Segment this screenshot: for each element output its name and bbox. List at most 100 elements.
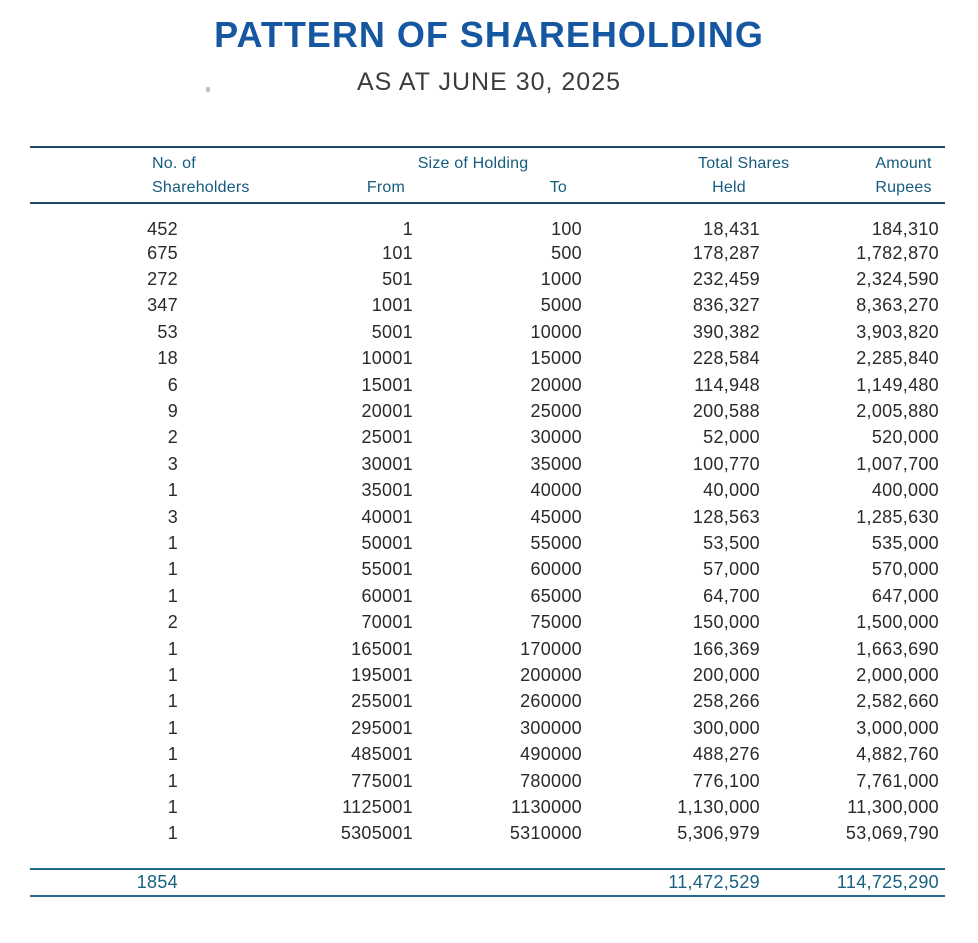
header-rupees: Rupees	[875, 179, 932, 196]
cell-no_of_shareholders: 18	[157, 348, 178, 369]
cell-from: 30001	[361, 453, 413, 474]
table-row: 1 295001 300000 300,000 3,000,000	[30, 715, 945, 741]
cell-total_shares: 258,266	[692, 691, 760, 712]
totals-section: 1854 11,472,529 114,725,290	[30, 868, 945, 896]
cell-total_shares: 836,327	[692, 295, 760, 316]
cell-amount: 520,000	[871, 427, 939, 448]
cell-amount: 53,069,790	[845, 823, 939, 844]
cell-from: 40001	[361, 506, 413, 527]
cell-no_of_shareholders: 53	[157, 321, 178, 342]
table-header: No. of Size of Holding Total Shares Amou…	[30, 147, 945, 203]
table-row: 3 40001 45000 128,563 1,285,630	[30, 504, 945, 530]
cell-no_of_shareholders: 1	[167, 638, 178, 659]
table-row: 18 10001 15000 228,584 2,285,840	[30, 346, 945, 372]
total-to-empty	[413, 869, 582, 896]
totals-row: 1854 11,472,529 114,725,290	[30, 869, 945, 896]
cell-amount: 570,000	[871, 559, 939, 580]
cell-amount: 2,324,590	[856, 269, 939, 290]
cell-amount: 1,663,690	[856, 638, 939, 659]
cell-total_shares: 200,000	[692, 664, 760, 685]
table-row: 1 60001 65000 64,700 647,000	[30, 583, 945, 609]
cell-total_shares: 52,000	[703, 427, 760, 448]
cell-from: 1001	[371, 295, 413, 316]
table-row: 1 35001 40000 40,000 400,000	[30, 478, 945, 504]
cell-amount: 1,500,000	[856, 612, 939, 633]
cell-to: 300000	[520, 717, 582, 738]
cell-to: 170000	[520, 638, 582, 659]
cell-amount: 2,285,840	[856, 348, 939, 369]
cell-from: 60001	[361, 585, 413, 606]
header-no-of: No. of	[152, 155, 196, 172]
cell-from: 101	[382, 242, 413, 263]
header-row-1: No. of Size of Holding Total Shares Amou…	[30, 147, 945, 174]
cell-to: 15000	[530, 348, 582, 369]
cell-total_shares: 200,588	[692, 401, 760, 422]
header-row-2: Shareholders From To Held Rupees	[30, 174, 945, 203]
table-row: 1 50001 55000 53,500 535,000	[30, 530, 945, 556]
cell-amount: 8,363,270	[856, 295, 939, 316]
cell-to: 65000	[530, 585, 582, 606]
cell-amount: 400,000	[871, 480, 939, 501]
cell-to: 25000	[530, 401, 582, 422]
table-row: 1 255001 260000 258,266 2,582,660	[30, 689, 945, 715]
cell-no_of_shareholders: 2	[167, 427, 178, 448]
cell-total_shares: 390,382	[692, 321, 760, 342]
cell-no_of_shareholders: 1	[167, 585, 178, 606]
cell-amount: 535,000	[871, 532, 939, 553]
cell-to: 780000	[520, 770, 582, 791]
table-row: 2 25001 30000 52,000 520,000	[30, 425, 945, 451]
cell-to: 35000	[530, 453, 582, 474]
header-amount: Amount	[875, 155, 932, 172]
cell-to: 45000	[530, 506, 582, 527]
cell-to: 55000	[530, 532, 582, 553]
cell-from: 165001	[351, 638, 413, 659]
cell-to: 60000	[530, 559, 582, 580]
cell-total_shares: 150,000	[692, 612, 760, 633]
cell-from: 35001	[361, 480, 413, 501]
cell-from: 295001	[351, 717, 413, 738]
cell-to: 40000	[530, 480, 582, 501]
cell-amount: 2,582,660	[856, 691, 939, 712]
table-row: 452 1 100 18,431 184,310	[30, 203, 945, 240]
table-row: 1 195001 200000 200,000 2,000,000	[30, 662, 945, 688]
cell-from: 15001	[361, 374, 413, 395]
header-shareholders: Shareholders	[152, 179, 250, 196]
cell-amount: 2,000,000	[856, 664, 939, 685]
table-body: 452 1 100 18,431 184,310 675 101 500 178,287 1,78…	[30, 203, 945, 847]
cell-total_shares: 228,584	[692, 348, 760, 369]
cell-from: 775001	[351, 770, 413, 791]
cell-amount: 184,310	[871, 219, 939, 239]
cell-no_of_shareholders: 2	[167, 612, 178, 633]
cell-total_shares: 232,459	[692, 269, 760, 290]
cell-from: 70001	[361, 612, 413, 633]
cell-from: 10001	[361, 348, 413, 369]
cell-total_shares: 114,948	[694, 374, 760, 395]
cell-to: 490000	[520, 744, 582, 765]
cell-no_of_shareholders: 1	[167, 480, 178, 501]
cell-to: 1130000	[511, 796, 582, 817]
cell-amount: 1,007,700	[856, 453, 939, 474]
table-row: 675 101 500 178,287 1,782,870	[30, 240, 945, 266]
cell-no_of_shareholders: 1	[167, 691, 178, 712]
cell-no_of_shareholders: 1	[167, 559, 178, 580]
header-held: Held	[712, 179, 746, 196]
cell-amount: 1,285,630	[856, 506, 939, 527]
total-shareholders: 1854	[136, 871, 178, 892]
cell-no_of_shareholders: 1	[167, 717, 178, 738]
scan-artifact-dot	[206, 87, 210, 92]
cell-to: 30000	[530, 427, 582, 448]
cell-total_shares: 100,770	[692, 453, 760, 474]
total-amount: 114,725,290	[836, 871, 939, 892]
cell-total_shares: 128,563	[692, 506, 760, 527]
cell-from: 255001	[351, 691, 413, 712]
cell-no_of_shareholders: 1	[167, 796, 178, 817]
header-total-shares: Total Shares	[698, 155, 790, 172]
cell-total_shares: 166,369	[692, 638, 760, 659]
cell-from: 20001	[361, 401, 413, 422]
cell-amount: 11,300,000	[847, 796, 939, 817]
cell-total_shares: 488,276	[692, 744, 760, 765]
cell-total_shares: 300,000	[692, 717, 760, 738]
cell-from: 501	[382, 269, 413, 290]
cell-no_of_shareholders: 347	[147, 295, 178, 316]
cell-from: 55001	[361, 559, 413, 580]
